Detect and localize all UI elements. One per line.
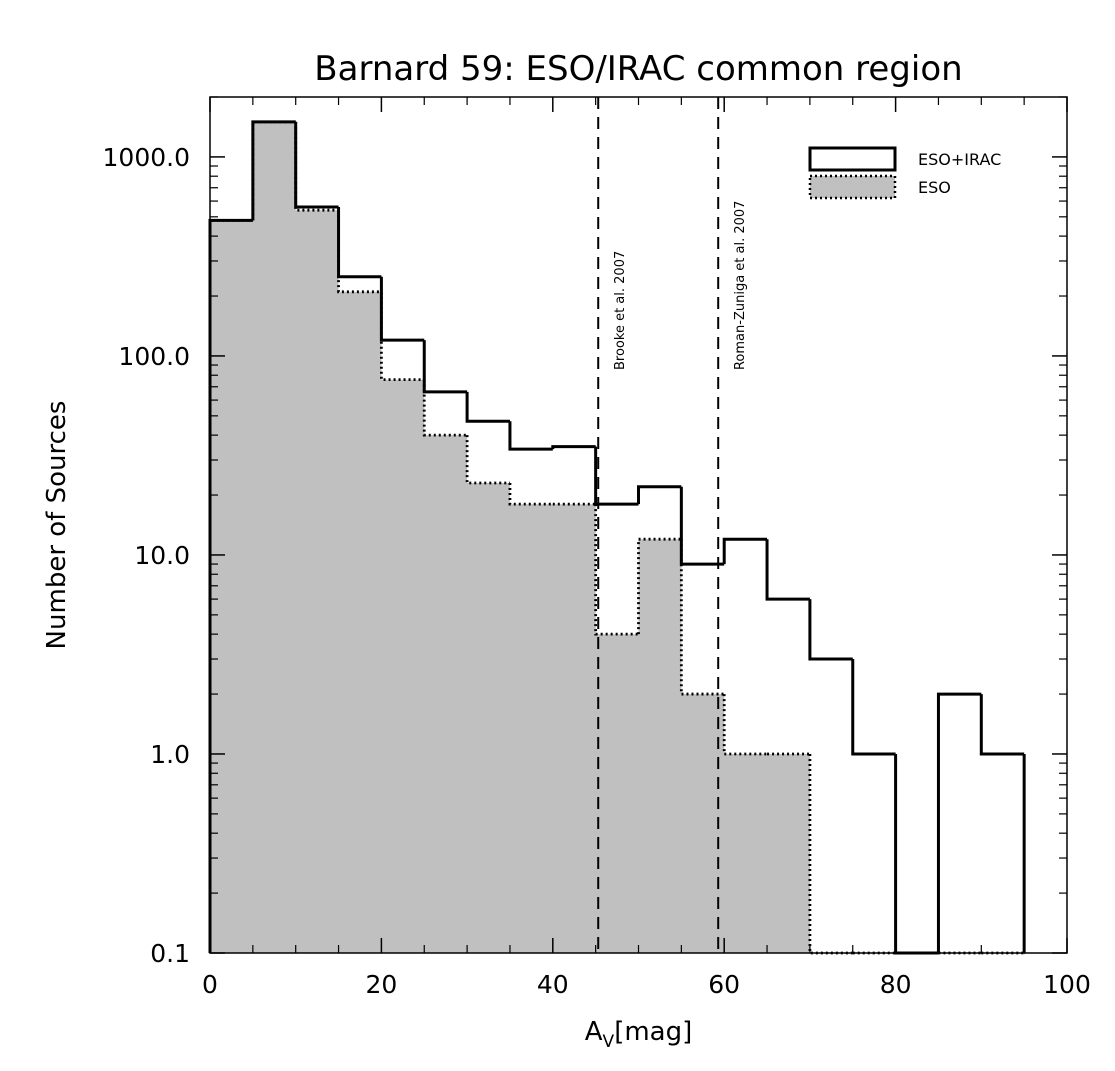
x-axis-label: AV[mag]	[585, 1017, 693, 1052]
x-tick-label: 40	[537, 970, 569, 999]
eso-bar	[594, 504, 639, 636]
eso-irac-bar	[637, 485, 682, 505]
annotation-label: Roman-Zuniga et al. 2007	[733, 201, 748, 370]
x-axis-label-subscript: V	[603, 1032, 615, 1052]
x-tick-label: 80	[880, 970, 912, 999]
y-tick-label: 10.0	[134, 541, 190, 570]
eso-irac-bar	[851, 659, 896, 756]
x-tick-label: 100	[1043, 970, 1091, 999]
eso-bar	[380, 291, 425, 382]
legend-label: ESO+IRAC	[918, 150, 1001, 169]
eso-bar	[808, 753, 853, 955]
eso-bar	[679, 539, 725, 696]
eso-fill-layer	[210, 121, 1025, 953]
x-axis-label-main: A	[585, 1017, 603, 1047]
eso-irac-bar	[894, 753, 939, 955]
eso-bar	[422, 379, 468, 437]
eso-irac-bar	[508, 421, 553, 451]
eso-irac-bar	[294, 121, 339, 209]
chart-title: Barnard 59: ESO/IRAC common region	[314, 49, 962, 89]
axes-layer	[209, 96, 1068, 954]
eso-irac-bar	[594, 446, 639, 506]
eso-bar	[465, 435, 510, 485]
eso-bar	[637, 537, 682, 635]
eso-irac-bar	[337, 207, 382, 279]
tick-label-layer: 0 20 40 60 80 100 0.1 1.0 10.0 100.0 1000.0	[103, 143, 1091, 999]
x-tick-label: 0	[202, 970, 218, 999]
x-tick-label: 20	[365, 970, 397, 999]
legend: ESO+IRAC ESO	[808, 146, 1001, 200]
eso-irac-bar	[422, 340, 468, 394]
eso-bar	[337, 210, 382, 294]
eso-irac-bar	[765, 539, 810, 601]
eso-irac-bar	[808, 599, 853, 661]
eso-bar	[722, 694, 768, 756]
y-tick-label: 1000.0	[103, 143, 190, 172]
eso-bar	[294, 121, 339, 212]
x-axis-label-unit: [mag]	[614, 1017, 692, 1047]
y-tick-label: 100.0	[118, 342, 190, 371]
legend-swatch	[808, 146, 897, 172]
legend-swatch	[808, 174, 897, 200]
eso-irac-bar	[936, 692, 982, 953]
eso-bar	[508, 482, 553, 506]
series-layer	[208, 120, 1026, 955]
eso-irac-bar	[722, 537, 768, 565]
eso-fill-area	[210, 121, 1025, 953]
y-tick-label: 1.0	[150, 740, 190, 769]
legend-label: ESO	[918, 178, 951, 197]
eso-irac-bar	[979, 694, 1025, 756]
eso-irac-bar	[251, 120, 296, 221]
eso-irac-bar	[379, 276, 425, 342]
x-tick-label: 60	[708, 970, 740, 999]
eso-irac-bar	[679, 486, 725, 566]
eso-irac-bar	[465, 391, 510, 423]
y-axis-label: Number of Sources	[42, 401, 72, 650]
annotation-label: Brooke et al. 2007	[613, 251, 628, 370]
eso-irac-bar	[551, 445, 596, 450]
y-tick-label: 0.1	[150, 939, 190, 968]
annotation-layer: Brooke et al. 2007 Roman-Zuniga et al. 20…	[597, 97, 748, 953]
